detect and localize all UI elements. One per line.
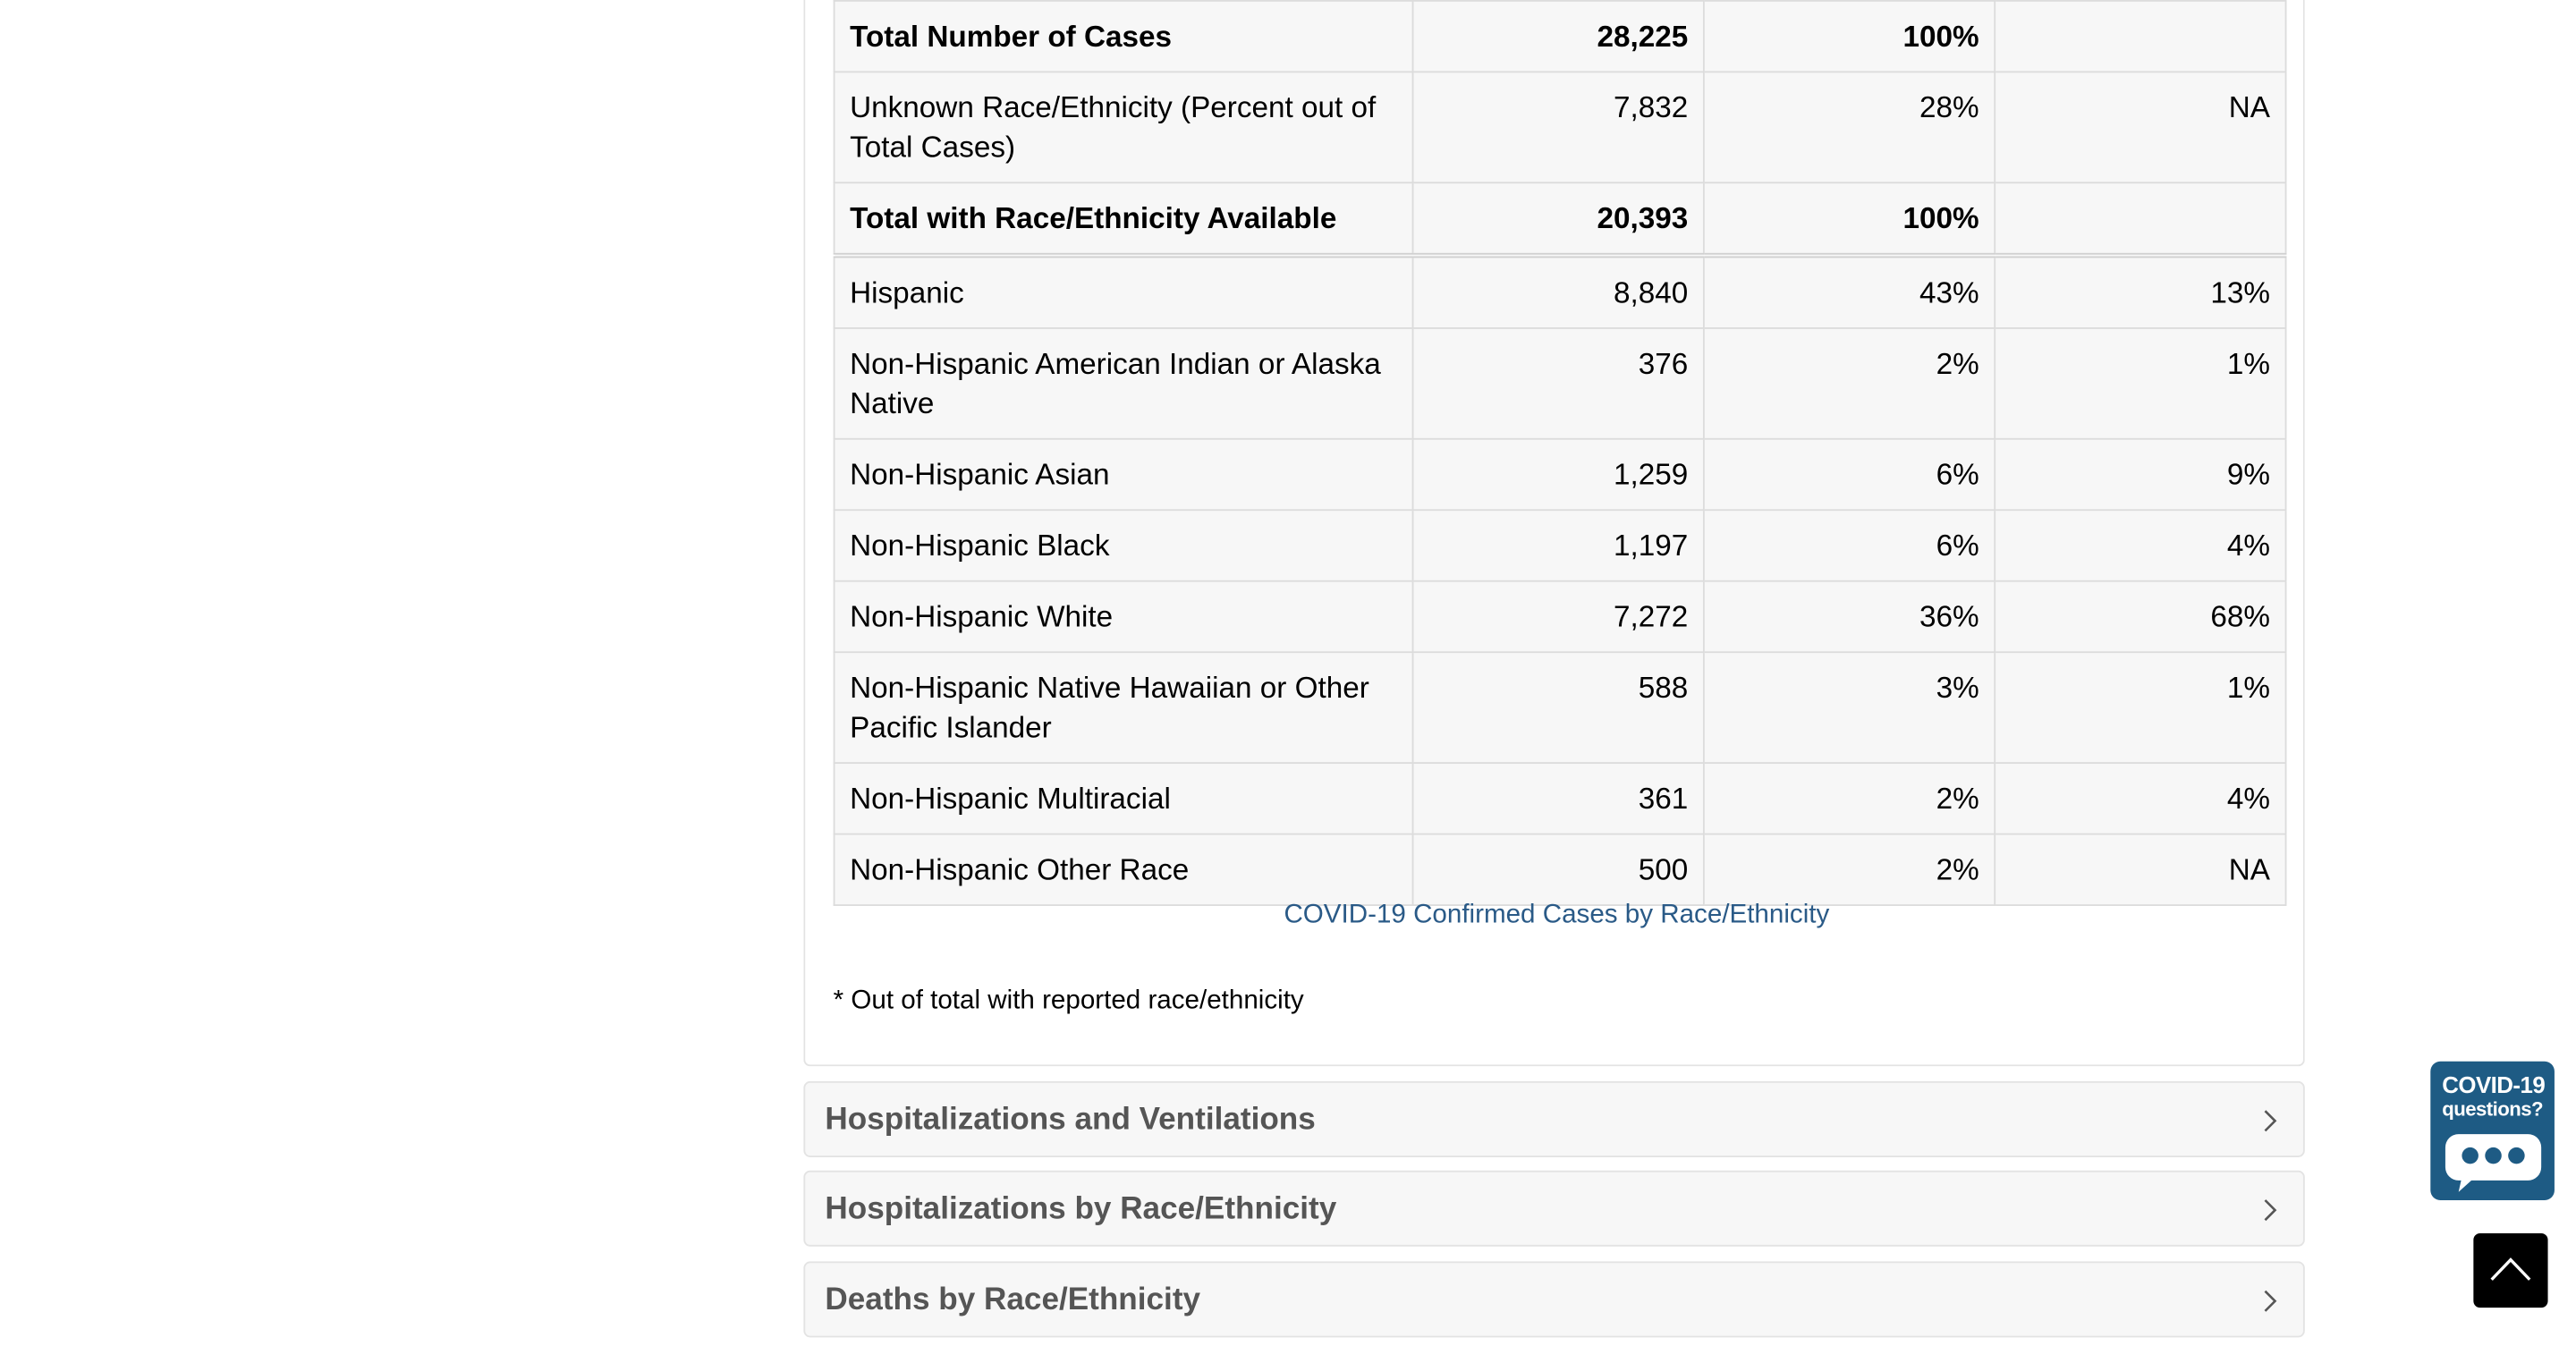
chevron-right-icon: [2264, 1199, 2277, 1222]
covid-badge-line1: COVID-19: [2442, 1071, 2546, 1098]
row-label: Non-Hispanic Multiracial: [833, 762, 1414, 835]
accordion-hospitalizations-ventilations[interactable]: Hospitalizations and Ventilations: [803, 1080, 2305, 1157]
chevron-right-icon: [2264, 1290, 2277, 1312]
back-to-top-button[interactable]: [2473, 1232, 2548, 1308]
percent-of-population: [1994, 0, 2287, 73]
row-label: Total with Race/Ethnicity Available: [833, 182, 1414, 258]
accordion-title: Hospitalizations by Race/Ethnicity: [825, 1191, 1337, 1227]
row-label: Unknown Race/Ethnicity (Percent out of T…: [833, 71, 1414, 184]
case-count: 7,272: [1411, 580, 1705, 654]
row-label: Total Number of Cases: [833, 0, 1414, 73]
percent-of-cases: 36%: [1702, 580, 1996, 654]
case-count: 7,832: [1411, 71, 1705, 184]
race-ethnicity-cases-table: Total Number of Cases 28,225 100% Unknown R…: [833, 0, 2287, 906]
accordion-hospitalizations-race-ethnicity[interactable]: Hospitalizations by Race/Ethnicity: [803, 1170, 2305, 1247]
percent-of-population: 4%: [1994, 509, 2287, 582]
percent-of-cases: 6%: [1702, 509, 1996, 582]
row-label: Non-Hispanic Black: [833, 509, 1414, 582]
table-body: Total Number of Cases 28,225 100% Unknown R…: [833, 0, 2287, 906]
percent-of-cases: 2%: [1702, 833, 1996, 906]
table-row: Total with Race/Ethnicity Available 20,39…: [833, 182, 2287, 258]
percent-of-population: 1%: [1994, 651, 2287, 765]
accordion-deaths-race-ethnicity[interactable]: Deaths by Race/Ethnicity: [803, 1261, 2305, 1338]
percent-of-cases: 28%: [1702, 71, 1996, 184]
case-count: 361: [1411, 762, 1705, 835]
chat-bubble-icon: [2445, 1134, 2542, 1192]
percent-of-cases: 100%: [1702, 0, 1996, 73]
table-row: Unknown Race/Ethnicity (Percent out of T…: [833, 71, 2287, 184]
accordion-title: Deaths by Race/Ethnicity: [825, 1283, 1201, 1318]
percent-of-cases: 43%: [1702, 254, 1996, 329]
row-label: Hispanic: [833, 254, 1414, 329]
chevron-right-icon: [2264, 1110, 2277, 1132]
case-count: 20,393: [1411, 182, 1705, 258]
covid-questions-chat-button[interactable]: COVID-19 questions?: [2430, 1061, 2555, 1201]
table-row: Non-Hispanic Other Race 500 2% NA: [833, 833, 2287, 906]
table-row: Non-Hispanic Native Hawaiian or Other Pa…: [833, 651, 2287, 765]
accordion-title: Hospitalizations and Ventilations: [825, 1102, 1316, 1138]
table-row: Non-Hispanic Multiracial 361 2% 4%: [833, 762, 2287, 835]
percent-of-population: 13%: [1994, 254, 2287, 329]
case-count: 500: [1411, 833, 1705, 906]
case-count: 1,259: [1411, 437, 1705, 512]
table-row: Hispanic 8,840 43% 13%: [833, 254, 2287, 329]
percent-of-population: NA: [1994, 833, 2287, 906]
table-row: Non-Hispanic White 7,272 36% 68%: [833, 580, 2287, 654]
case-count: 8,840: [1411, 254, 1705, 329]
case-count: 376: [1411, 327, 1705, 440]
row-label: Non-Hispanic White: [833, 580, 1414, 654]
table-footnote: * Out of total with reported race/ethnic…: [833, 986, 1304, 1015]
percent-of-population: 4%: [1994, 762, 2287, 835]
percent-of-population: 9%: [1994, 437, 2287, 512]
case-count: 588: [1411, 651, 1705, 765]
percent-of-cases: 3%: [1702, 651, 1996, 765]
row-label: Non-Hispanic Asian: [833, 437, 1414, 512]
percent-of-population: [1994, 182, 2287, 258]
case-count: 1,197: [1411, 509, 1705, 582]
table-row: Non-Hispanic Asian 1,259 6% 9%: [833, 437, 2287, 512]
covid-badge-line2: questions?: [2442, 1097, 2544, 1122]
percent-of-cases: 2%: [1702, 762, 1996, 835]
percent-of-population: NA: [1994, 71, 2287, 184]
chevron-up-icon: [2490, 1257, 2531, 1281]
percent-of-cases: 6%: [1702, 437, 1996, 512]
percent-of-population: 1%: [1994, 327, 2287, 440]
table-row: Non-Hispanic American Indian or Alaska N…: [833, 327, 2287, 440]
table-caption: COVID-19 Confirmed Cases by Race/Ethnici…: [1284, 901, 1830, 929]
percent-of-population: 68%: [1994, 580, 2287, 654]
table-row: Total Number of Cases 28,225 100%: [833, 0, 2287, 73]
percent-of-cases: 100%: [1702, 182, 1996, 258]
percent-of-cases: 2%: [1702, 327, 1996, 440]
row-label: Non-Hispanic Native Hawaiian or Other Pa…: [833, 651, 1414, 765]
table-row: Non-Hispanic Black 1,197 6% 4%: [833, 509, 2287, 582]
row-label: Non-Hispanic American Indian or Alaska N…: [833, 327, 1414, 440]
row-label: Non-Hispanic Other Race: [833, 833, 1414, 906]
case-count: 28,225: [1411, 0, 1705, 73]
